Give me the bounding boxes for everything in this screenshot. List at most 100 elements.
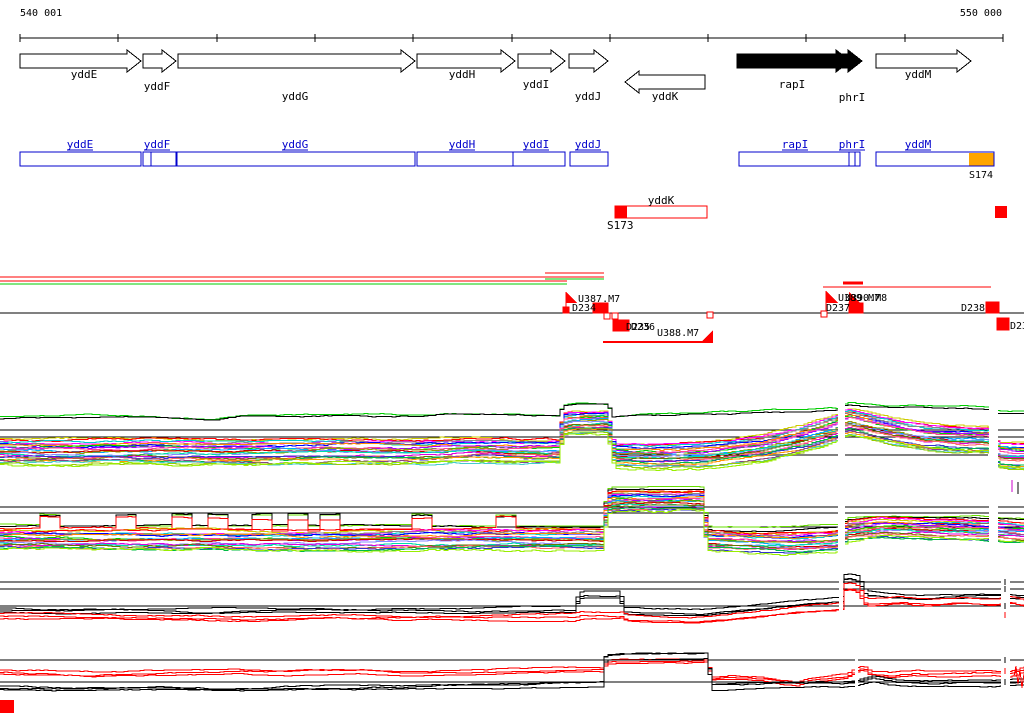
signal-line bbox=[0, 417, 1024, 454]
oligo-label-D237: D237 bbox=[826, 303, 850, 314]
oligo-flag[interactable] bbox=[702, 330, 713, 341]
oligo-label-U389.M7: U389.M7 bbox=[838, 293, 880, 304]
oligo-label-U387.M7: U387.M7 bbox=[578, 294, 620, 305]
gene-box-yddM[interactable] bbox=[875, 151, 995, 167]
oligo-marker[interactable] bbox=[996, 317, 1010, 331]
gene-arrow-rapI[interactable]: rapI bbox=[736, 48, 851, 91]
oligo-marker[interactable] bbox=[985, 301, 1000, 314]
gene-arrow-phrI[interactable]: phrI bbox=[839, 48, 866, 104]
signal-line bbox=[0, 488, 1024, 532]
gene-box-yddJ[interactable] bbox=[569, 151, 609, 167]
oligo-marker[interactable] bbox=[562, 306, 570, 314]
data-gap-column bbox=[838, 396, 845, 558]
track-overlays bbox=[0, 396, 1024, 713]
signal-track-1 bbox=[0, 402, 1024, 471]
gene-arrow-label: yddG bbox=[282, 90, 309, 103]
gene-box-rapI[interactable] bbox=[738, 151, 861, 167]
signal-track-3 bbox=[0, 573, 1024, 624]
oligo-marker[interactable] bbox=[820, 310, 828, 318]
gene-box-label-yddF: yddF bbox=[144, 138, 171, 151]
gene-arrow-label: yddK bbox=[652, 90, 679, 103]
gene-arrow-shape[interactable] bbox=[840, 48, 863, 74]
signal-line bbox=[0, 661, 1024, 687]
oligo-label-D238: D238 bbox=[961, 303, 985, 314]
data-gap-column bbox=[989, 396, 998, 558]
gene-arrow-label: yddI bbox=[523, 78, 550, 91]
gene-arrow-yddI[interactable]: yddI bbox=[517, 48, 566, 91]
oligo-flag[interactable] bbox=[826, 291, 838, 303]
gene-box-label-yddG: yddG bbox=[282, 138, 309, 151]
signal-line bbox=[0, 502, 1024, 548]
right-red-marker[interactable] bbox=[995, 206, 1007, 218]
gene-box-yddF[interactable] bbox=[142, 151, 177, 167]
gene-arrow-shape[interactable] bbox=[517, 48, 566, 74]
gene-box-label-phrI: phrI bbox=[839, 138, 866, 151]
gene-arrow-shape[interactable] bbox=[19, 48, 142, 74]
gene-arrow-yddE[interactable]: yddE bbox=[19, 48, 142, 81]
gene-arrow-shape[interactable] bbox=[736, 48, 851, 74]
yddk-fragment-label: yddK bbox=[648, 194, 675, 207]
oligo-marker[interactable] bbox=[592, 302, 609, 314]
s173-marker[interactable] bbox=[615, 206, 627, 218]
ruler bbox=[19, 34, 1004, 42]
gene-arrow-shape[interactable] bbox=[142, 48, 177, 74]
gene-arrow-yddH[interactable]: yddH bbox=[416, 48, 516, 81]
oligo-flag[interactable] bbox=[566, 292, 577, 303]
yddk-fragment-box[interactable] bbox=[614, 205, 708, 219]
segment-label-s174: S174 bbox=[969, 170, 993, 181]
gene-arrow-yddF[interactable]: yddF bbox=[142, 48, 177, 93]
oligo-flag[interactable] bbox=[849, 292, 860, 303]
gene-arrow-shape[interactable] bbox=[624, 69, 706, 95]
data-gap-column bbox=[855, 642, 858, 700]
gene-arrow-shape[interactable] bbox=[177, 48, 416, 74]
gene-box-yddG[interactable] bbox=[176, 151, 416, 167]
oligo-label-D234: D234 bbox=[572, 303, 596, 314]
gene-arrow-label: yddJ bbox=[575, 90, 602, 103]
gene-box-label-yddE: yddE bbox=[67, 138, 94, 151]
data-gap-column bbox=[839, 572, 843, 632]
oligo-label-U390.M8: U390.M8 bbox=[845, 293, 887, 304]
signal-line bbox=[0, 496, 1024, 539]
signal-line bbox=[0, 589, 1024, 624]
oligo-marker[interactable] bbox=[611, 312, 619, 320]
gene-arrow-label: yddE bbox=[71, 68, 98, 81]
gene-arrow-yddM[interactable]: yddM bbox=[875, 48, 972, 81]
gene-box-label-yddH: yddH bbox=[449, 138, 476, 151]
gene-arrow-label: rapI bbox=[779, 78, 806, 91]
oligo-marker[interactable] bbox=[848, 302, 864, 314]
gene-arrow-yddJ[interactable]: yddJ bbox=[568, 48, 609, 103]
data-gap-column bbox=[1001, 572, 1010, 632]
signal-line bbox=[0, 652, 1024, 691]
s173-label: S173 bbox=[607, 219, 634, 232]
signal-line bbox=[0, 652, 1024, 690]
gene-box-yddI[interactable] bbox=[512, 151, 566, 167]
orange-segment-s174[interactable] bbox=[969, 153, 994, 166]
gene-box-label-yddM: yddM bbox=[905, 138, 932, 151]
gene-box-label-rapI: rapI bbox=[782, 138, 809, 151]
oligo-label-D23: D23 bbox=[1010, 321, 1024, 332]
fragment-track-yddk: yddK S173 bbox=[607, 194, 1007, 232]
gene-arrow-shape[interactable] bbox=[875, 48, 972, 74]
oligo-label-U388.M7: U388.M7 bbox=[657, 328, 699, 339]
oligo-marker[interactable] bbox=[603, 312, 611, 320]
corner-red-marker[interactable] bbox=[0, 700, 14, 713]
gene-arrow-label: phrI bbox=[839, 91, 866, 104]
gene-arrow-shape[interactable] bbox=[568, 48, 609, 74]
oligo-marker[interactable] bbox=[706, 311, 714, 319]
gene-arrow-label: yddM bbox=[905, 68, 932, 81]
signal-line bbox=[0, 509, 1024, 556]
gene-box-label-yddI: yddI bbox=[523, 138, 550, 151]
gene-box-yddE[interactable] bbox=[19, 151, 142, 167]
gene-box-yddH[interactable] bbox=[416, 151, 514, 167]
ruler-end-label: 550 000 bbox=[959, 8, 1002, 19]
oligo-marker[interactable] bbox=[612, 319, 630, 332]
gene-arrow-label: yddH bbox=[449, 68, 476, 81]
ruler-start-label: 540 001 bbox=[20, 8, 63, 19]
gene-arrow-yddK[interactable]: yddK bbox=[624, 69, 706, 103]
gene-arrow-yddG[interactable]: yddG bbox=[177, 48, 416, 103]
gene-arrow-track: yddE yddF yddG yddH yddI yddJ yddK rapI phrI yddM bbox=[19, 48, 972, 104]
gene-arrow-shape[interactable] bbox=[416, 48, 516, 74]
signal-line bbox=[0, 424, 1024, 462]
